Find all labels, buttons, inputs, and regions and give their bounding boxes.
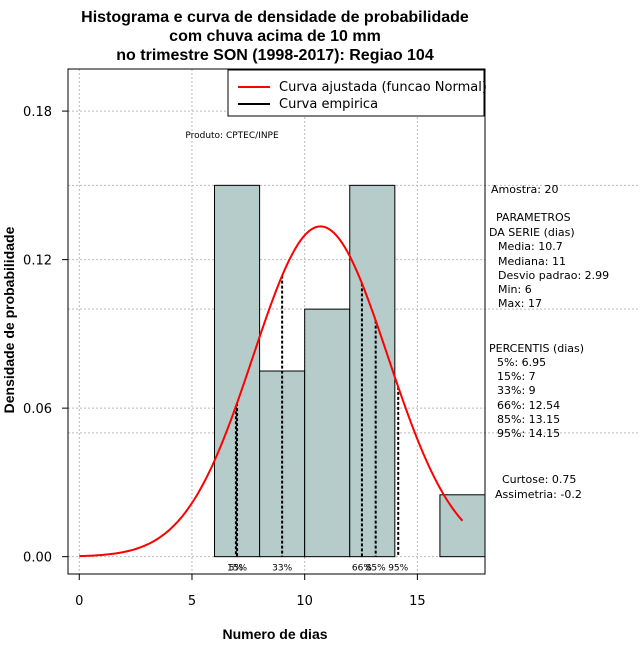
stat-desvio: Desvio padrao: 2.99 [498, 269, 609, 282]
x-tick-label-3: 15 [409, 594, 426, 609]
y-tick-label-2: 0.12 [23, 254, 52, 269]
chart-title-line-1: Histograma e curva de densidade de proba… [81, 9, 469, 26]
legend: Curva ajustada (funcao Normal) Curva emp… [227, 69, 487, 117]
chart-title-line-2: com chuva acima de 10 mm [169, 28, 381, 45]
histogram-bar-2 [304, 308, 351, 558]
legend-label-empirica: Curva empirica [279, 97, 378, 112]
chart-title-line-3: no trimestre SON (1998-2017): Regiao 104 [116, 47, 434, 64]
stat-assimetria: Assimetria: -0.2 [495, 488, 582, 501]
stat-param-header: PARAMETROS [496, 211, 571, 224]
axes: 0 5 10 15 0.00 0.06 0.12 0.18 [23, 105, 426, 609]
x-axis-title: Numero de dias [222, 626, 327, 642]
histogram-bar-3 [349, 184, 396, 558]
stat-pct-header: PERCENTIS (dias) [489, 342, 584, 355]
stat-max: Max: 17 [498, 297, 542, 310]
stat-pct-33: 33%: 9 [497, 384, 536, 397]
histogram-bar-1 [259, 370, 306, 558]
produto-annotation: Produto: CPTEC/INPE [185, 131, 279, 141]
x-tick-label-1: 5 [188, 594, 196, 609]
x-tick-label-2: 10 [296, 594, 313, 609]
percentile-label-2: 33% [272, 564, 292, 574]
y-tick-label-0: 0.00 [23, 551, 52, 566]
percentile-label-3: 66% [352, 564, 372, 574]
stats-panel: Amostra: 20 PARAMETROS DA SERIE (dias) M… [489, 183, 609, 501]
y-axis-title: Densidade de probabilidade [1, 226, 17, 413]
stat-media: Media: 10.7 [498, 240, 563, 253]
stat-curtose: Curtose: 0.75 [502, 473, 576, 486]
percentile-label-0: 5% [229, 564, 244, 574]
normal-fit-curve [79, 225, 464, 558]
stat-pct-85: 85%: 13.15 [497, 413, 560, 426]
stat-amostra: Amostra: 20 [491, 183, 558, 196]
stat-pct-5: 5%: 6.95 [497, 356, 546, 369]
percentile-label-5: 95% [388, 564, 408, 574]
stat-pct-15: 15%: 7 [497, 370, 536, 383]
stat-mediana: Mediana: 11 [498, 255, 566, 268]
legend-label-fit: Curva ajustada (funcao Normal) [279, 80, 487, 95]
stat-min: Min: 6 [498, 283, 532, 296]
stat-pct-66: 66%: 12.54 [497, 399, 560, 412]
percentile-lines: 5%15% 33% 66%85% 95% [227, 275, 409, 574]
histogram-bar-5 [439, 494, 486, 558]
stat-param-sub: DA SERIE (dias) [489, 226, 575, 239]
y-tick-label-3: 0.18 [23, 105, 52, 120]
histogram-bar-0 [214, 184, 261, 558]
plot-frame [67, 68, 486, 575]
percentile-label-1: 15% [227, 564, 247, 574]
x-tick-label-0: 0 [75, 594, 83, 609]
legend-box [227, 69, 485, 117]
stat-pct-95: 95%: 14.15 [497, 427, 560, 440]
histogram-bars [214, 184, 486, 558]
y-tick-label-1: 0.06 [23, 402, 52, 417]
percentile-label-4: 85% [366, 564, 386, 574]
